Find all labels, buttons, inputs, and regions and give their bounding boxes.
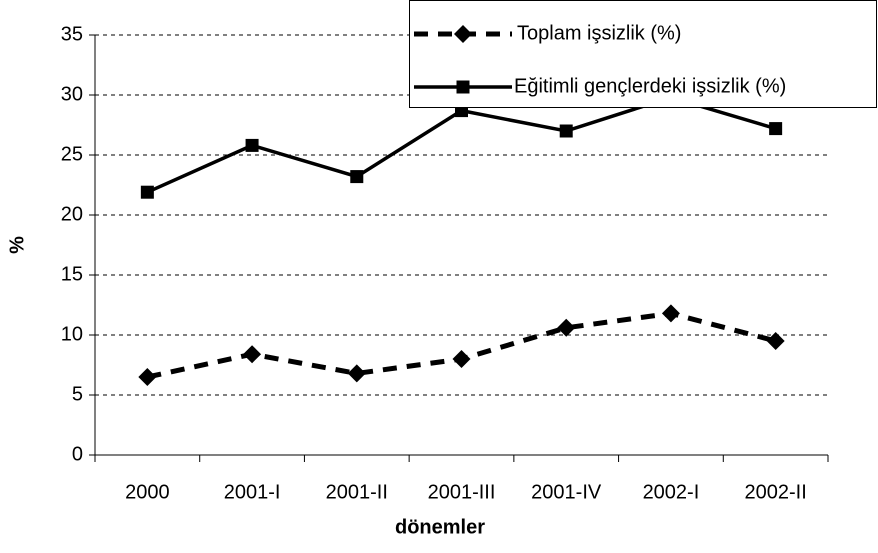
legend-label: Toplam işsizlik (%) (517, 22, 681, 44)
point (350, 170, 364, 184)
point (661, 304, 680, 323)
y-tick-label: 15 (61, 263, 83, 285)
y-tick-label: 30 (61, 83, 83, 105)
point (557, 318, 576, 337)
y-tick-label: 35 (61, 23, 83, 45)
point (454, 25, 472, 43)
x-tick-label: 2001-I (224, 481, 281, 503)
y-tick-label: 10 (61, 323, 83, 345)
x-tick-label: 2001-III (428, 481, 496, 503)
y-tick-label: 25 (61, 143, 83, 165)
x-axis-label: dönemler (395, 516, 485, 538)
point (138, 368, 157, 386)
point (347, 364, 366, 383)
legend-label: Eğitimli gençlerdeki işsizlik (%) (514, 75, 786, 97)
y-tick-label: 5 (72, 383, 83, 405)
point (766, 332, 785, 350)
y-tick-label: 0 (72, 443, 83, 465)
legend-box (409, 0, 877, 108)
x-tick-label: 2001-II (326, 481, 388, 503)
point (140, 185, 154, 199)
point (452, 350, 471, 368)
y-tick-label: 20 (61, 203, 83, 225)
point (559, 124, 573, 138)
point (456, 80, 470, 94)
point (245, 138, 259, 152)
point (243, 345, 262, 364)
x-tick-label: 2002-I (643, 481, 700, 503)
y-axis-label: % (6, 236, 28, 254)
x-tick-label: 2002-II (745, 481, 807, 503)
point (769, 122, 783, 136)
x-tick-label: 2001-IV (531, 481, 602, 503)
x-tick-label: 2000 (125, 481, 170, 503)
